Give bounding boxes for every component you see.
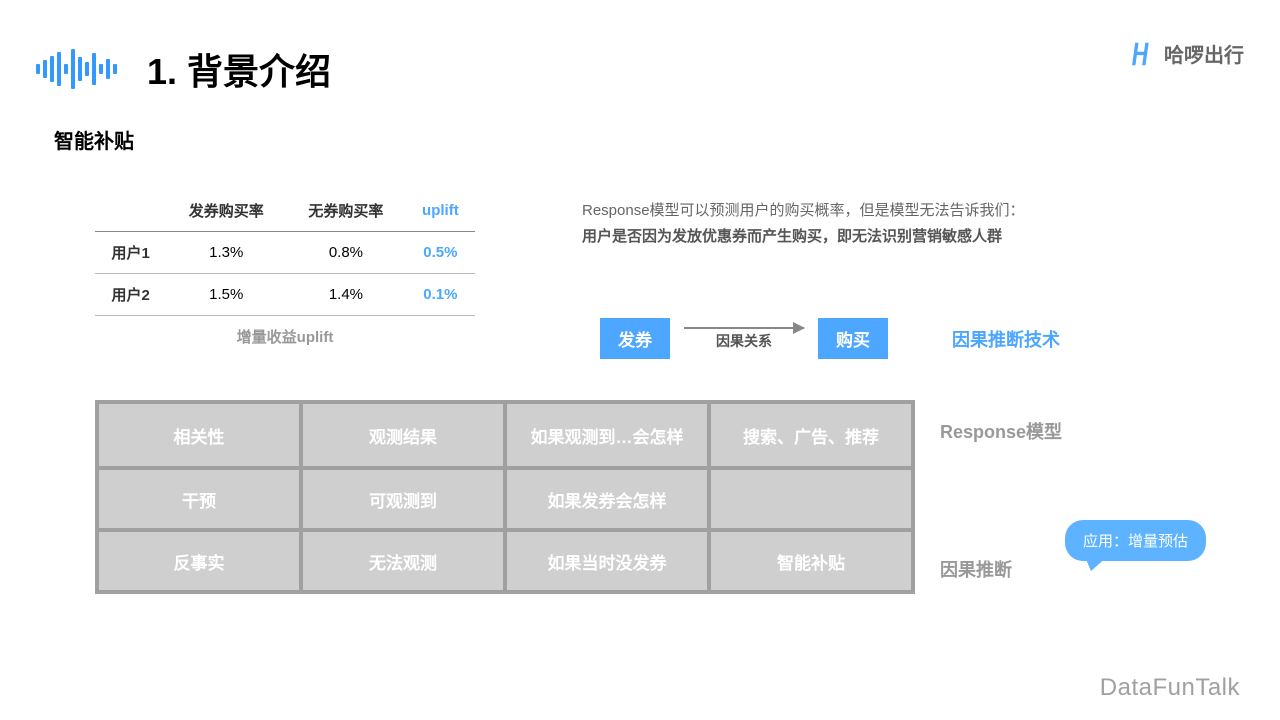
wave-logo bbox=[36, 49, 117, 89]
table-header: uplift bbox=[406, 190, 475, 232]
table-caption: 增量收益uplift bbox=[95, 326, 475, 347]
table-cell: 0.8% bbox=[286, 232, 406, 274]
table-cell: 用户2 bbox=[95, 274, 166, 316]
matrix: 相关性观测结果如果观测到…会怎样搜索、广告、推荐干预可观测到如果发券会怎样反事实… bbox=[95, 400, 915, 594]
chip-right: 购买 bbox=[818, 318, 888, 359]
table-header: 发券购买率 bbox=[166, 190, 286, 232]
arrow-label: 因果关系 bbox=[716, 331, 772, 351]
slide-title: 1. 背景介绍 bbox=[147, 43, 331, 95]
matrix-row-label: Response模型 bbox=[940, 418, 1062, 444]
desc-line2: 用户是否因为发放优惠券而产生购买，即无法识别营销敏感人群 bbox=[582, 228, 1002, 245]
matrix-cell bbox=[707, 466, 911, 528]
bubble: 应用：增量预估 bbox=[1065, 520, 1206, 561]
matrix-cell: 如果当时没发券 bbox=[503, 528, 707, 590]
subtitle: 智能补贴 bbox=[54, 125, 134, 154]
table-cell: 1.5% bbox=[166, 274, 286, 316]
tech-label: 因果推断技术 bbox=[952, 326, 1060, 352]
matrix-cell: 智能补贴 bbox=[707, 528, 911, 590]
footer: DataFunTalk bbox=[1100, 674, 1240, 702]
table-header: 无券购买率 bbox=[286, 190, 406, 232]
table-cell: 0.1% bbox=[406, 274, 475, 316]
matrix-cell: 搜索、广告、推荐 bbox=[707, 404, 911, 466]
table-cell: 1.4% bbox=[286, 274, 406, 316]
table-cell: 用户1 bbox=[95, 232, 166, 274]
matrix-cell: 反事实 bbox=[99, 528, 299, 590]
matrix-row-label: 因果推断 bbox=[940, 556, 1012, 582]
matrix-cell: 如果观测到…会怎样 bbox=[503, 404, 707, 466]
table-header bbox=[95, 190, 166, 232]
desc-line1: Response模型可以预测用户的购买概率，但是模型无法告诉我们： bbox=[582, 202, 1025, 219]
matrix-cell: 相关性 bbox=[99, 404, 299, 466]
matrix-cell: 无法观测 bbox=[299, 528, 503, 590]
causal-diagram: 发券 因果关系 购买 因果推断技术 bbox=[600, 318, 1060, 359]
brand-name: 哈啰出行 bbox=[1164, 39, 1244, 68]
uplift-table: 发券购买率无券购买率uplift 用户11.3%0.8%0.5% 用户21.5%1… bbox=[95, 190, 475, 347]
matrix-cell: 如果发券会怎样 bbox=[503, 466, 707, 528]
table-cell: 1.3% bbox=[166, 232, 286, 274]
brand-icon bbox=[1130, 40, 1158, 68]
chip-left: 发券 bbox=[600, 318, 670, 359]
matrix-cell: 干预 bbox=[99, 466, 299, 528]
table-cell: 0.5% bbox=[406, 232, 475, 274]
matrix-cell: 可观测到 bbox=[299, 466, 503, 528]
arrow: 因果关系 bbox=[684, 327, 804, 351]
brand: 哈啰出行 bbox=[1130, 39, 1244, 68]
description: Response模型可以预测用户的购买概率，但是模型无法告诉我们： 用户是否因为… bbox=[582, 198, 1182, 249]
matrix-cell: 观测结果 bbox=[299, 404, 503, 466]
